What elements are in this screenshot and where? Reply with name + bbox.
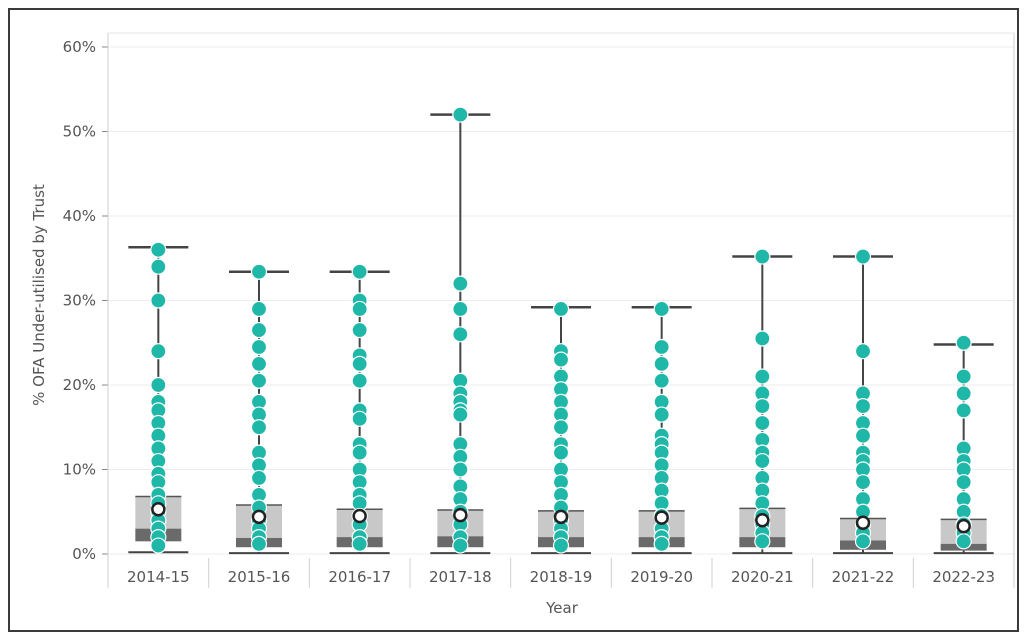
data-point bbox=[955, 533, 972, 550]
data-point bbox=[955, 474, 972, 491]
mean-marker bbox=[251, 509, 267, 525]
data-point bbox=[552, 300, 570, 318]
data-point bbox=[955, 402, 972, 419]
y-tick-label: 50% bbox=[63, 123, 96, 141]
data-point bbox=[351, 372, 368, 389]
data-point bbox=[351, 263, 368, 280]
mean-marker bbox=[453, 507, 468, 523]
mean-marker bbox=[151, 501, 166, 517]
data-point bbox=[150, 292, 167, 309]
y-axis-label: % OFA Under-utilised by Trust bbox=[30, 184, 48, 406]
data-point bbox=[250, 469, 268, 487]
y-tick-label: 20% bbox=[63, 376, 96, 394]
x-axis-label: Year bbox=[545, 599, 579, 617]
data-point bbox=[351, 535, 368, 552]
data-point bbox=[552, 419, 570, 436]
data-point bbox=[653, 535, 670, 552]
data-point bbox=[754, 533, 771, 550]
data-point bbox=[754, 452, 771, 470]
data-point bbox=[452, 461, 469, 478]
mean-markers bbox=[151, 501, 971, 534]
mean-marker bbox=[855, 515, 871, 530]
mean-marker bbox=[654, 510, 669, 525]
data-point bbox=[150, 537, 167, 554]
data-point bbox=[552, 351, 570, 368]
axes: 0% 10% 20% 30% 40% 50% 60% 2014-15 2015-16 2016-1… bbox=[63, 32, 1015, 588]
data-point bbox=[854, 248, 872, 265]
data-point bbox=[150, 258, 167, 275]
data-point bbox=[653, 338, 670, 356]
data-point bbox=[351, 410, 368, 427]
data-point bbox=[552, 444, 570, 461]
data-point bbox=[250, 338, 268, 356]
data-point bbox=[452, 326, 469, 343]
data-point bbox=[250, 419, 268, 436]
y-tick-label: 30% bbox=[63, 292, 96, 310]
data-point bbox=[754, 414, 771, 432]
data-point bbox=[955, 385, 972, 402]
data-point bbox=[452, 275, 469, 292]
data-point bbox=[854, 427, 872, 444]
data-point bbox=[250, 321, 268, 339]
data-point bbox=[854, 474, 872, 491]
data-point bbox=[452, 300, 469, 318]
mean-marker bbox=[553, 509, 569, 525]
data-point bbox=[250, 263, 268, 280]
x-tick-label: 2021-22 bbox=[832, 568, 895, 586]
data-point bbox=[250, 372, 268, 389]
x-tick-label: 2022-23 bbox=[932, 568, 995, 586]
x-tick-label: 2016-17 bbox=[328, 568, 391, 586]
data-point bbox=[653, 406, 670, 423]
data-point bbox=[653, 300, 670, 318]
data-point bbox=[351, 355, 368, 372]
y-tick-label: 60% bbox=[63, 38, 96, 56]
data-point bbox=[754, 248, 771, 265]
data-point bbox=[754, 398, 771, 415]
data-point bbox=[250, 535, 268, 552]
data-point bbox=[754, 368, 771, 385]
mean-marker bbox=[755, 512, 770, 528]
y-tick-label: 40% bbox=[63, 207, 96, 225]
x-tick-label: 2015-16 bbox=[228, 568, 291, 586]
x-tick-label: 2019-20 bbox=[630, 568, 693, 586]
data-point bbox=[250, 355, 268, 372]
x-tick-label: 2014-15 bbox=[127, 568, 190, 586]
data-point bbox=[150, 241, 167, 258]
data-point bbox=[955, 368, 972, 385]
data-point bbox=[653, 355, 670, 372]
data-point bbox=[150, 376, 167, 394]
data-point bbox=[452, 406, 469, 423]
data-point bbox=[351, 321, 368, 339]
data-point bbox=[653, 372, 670, 389]
data-point bbox=[854, 398, 872, 415]
data-point bbox=[854, 343, 872, 360]
data-point bbox=[351, 300, 368, 318]
data-point bbox=[854, 533, 872, 550]
data-point bbox=[150, 343, 167, 360]
data-point bbox=[452, 537, 469, 554]
x-tick-label: 2018-19 bbox=[530, 568, 593, 586]
y-tick-label: 10% bbox=[63, 461, 96, 479]
mean-marker bbox=[352, 508, 367, 524]
x-tick-label: 2017-18 bbox=[429, 568, 492, 586]
data-point bbox=[754, 330, 771, 347]
mean-marker bbox=[956, 518, 971, 534]
x-tick-label: 2020-21 bbox=[731, 568, 794, 586]
data-point bbox=[250, 300, 268, 318]
data-point bbox=[351, 444, 368, 461]
data-point bbox=[452, 106, 469, 123]
data-point bbox=[955, 334, 972, 351]
data-point bbox=[552, 537, 570, 554]
y-tick-label: 0% bbox=[72, 545, 96, 563]
